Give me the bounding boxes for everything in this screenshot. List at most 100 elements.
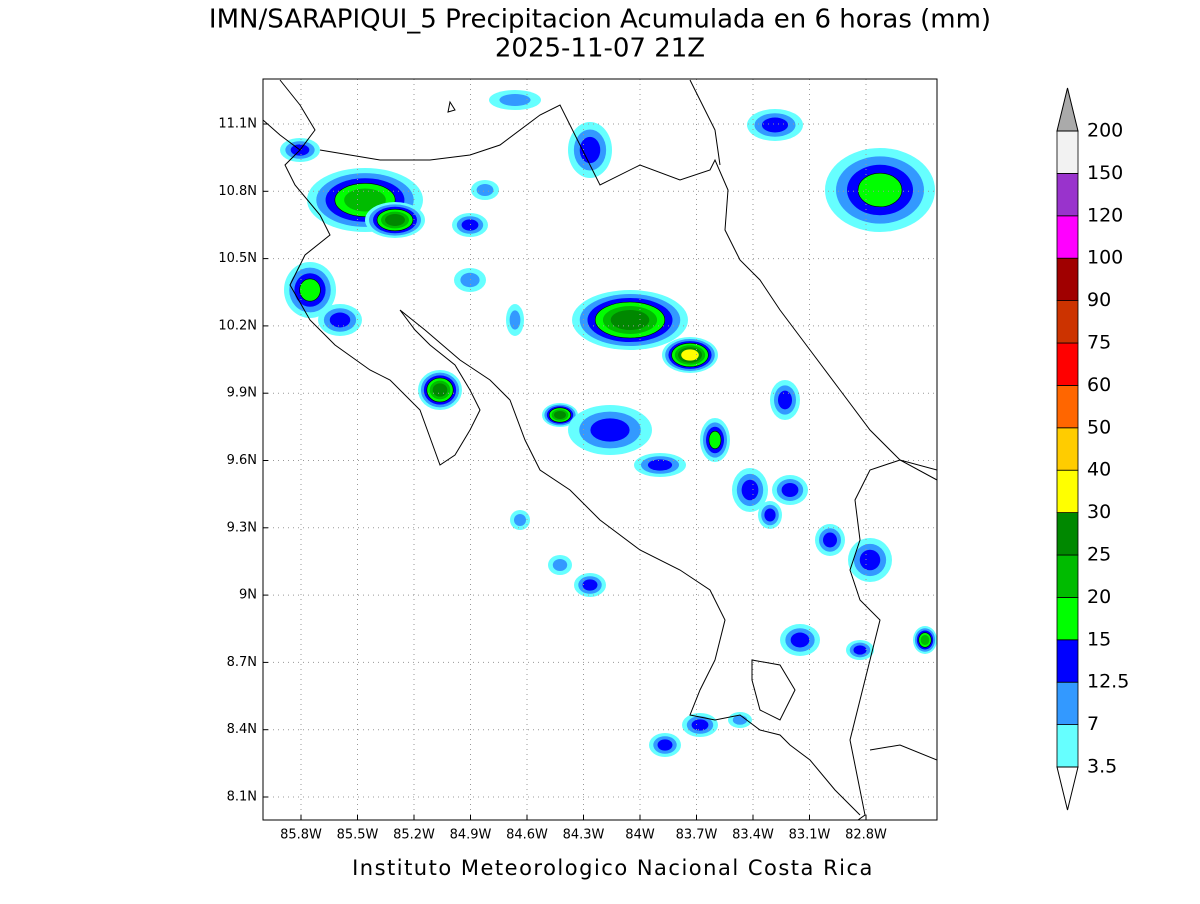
colorbar-segment	[1056, 469, 1079, 514]
colorbar-label: 20	[1087, 586, 1111, 608]
precip-area	[790, 632, 810, 648]
grid: 85.8W 85.5W 85.2W 84.9W 84.6W 84.3W 84W 83.7W 83…	[218, 79, 937, 843]
colorbar-segment	[1056, 215, 1079, 259]
precip-area	[610, 310, 650, 330]
coastline	[751, 659, 796, 721]
precip-area	[761, 117, 789, 133]
x-tick-label: 83.4W	[732, 828, 774, 843]
precip-area	[691, 719, 709, 731]
y-tick-label: 11.1N	[218, 117, 257, 132]
colorbar-segment	[1056, 427, 1079, 471]
y-tick-label: 10.5N	[218, 251, 257, 266]
title: IMN/SARAPIQUI_5 Precipitacion Acumulada …	[209, 5, 991, 35]
precip-area	[781, 483, 799, 497]
x-tick-label: 83.7W	[676, 828, 718, 843]
map-frame	[262, 78, 938, 821]
colorbar-segment	[1056, 724, 1079, 768]
x-tick-label: 84.9W	[450, 828, 492, 843]
coastline	[869, 744, 937, 761]
colorbar-segment	[1056, 172, 1079, 217]
colorbar-label: 100	[1087, 247, 1123, 269]
precip-area	[432, 383, 448, 397]
colorbar-label: 150	[1087, 162, 1123, 184]
colorbar-segment	[1056, 342, 1079, 386]
precip-area	[823, 532, 837, 548]
precip-area	[552, 559, 568, 571]
colorbar-segment	[1056, 130, 1079, 174]
precip-area	[590, 418, 630, 442]
colorbar-label: 200	[1087, 120, 1123, 142]
x-tick-label: 85.5W	[337, 828, 379, 843]
precip-area	[476, 184, 494, 196]
y-tick-label: 8.1N	[227, 790, 257, 805]
colorbar-segment	[1056, 512, 1079, 556]
precipitation-field	[280, 90, 937, 757]
precip-area	[509, 310, 521, 330]
colorbar-label: 40	[1087, 459, 1111, 481]
colorbar-label: 25	[1087, 544, 1111, 566]
precip-area	[741, 479, 759, 501]
precip-area	[461, 219, 479, 231]
border	[849, 459, 937, 820]
colorbar-label: 60	[1087, 374, 1111, 396]
colorbar-label: 50	[1087, 416, 1111, 438]
colorbar-segment	[1056, 384, 1079, 429]
colorbar-segment	[1056, 639, 1079, 683]
precip-area	[299, 278, 321, 302]
precip-area	[778, 390, 792, 410]
x-tick-label: 83.1W	[789, 828, 831, 843]
border	[689, 79, 721, 166]
x-tick-label: 84.6W	[506, 828, 548, 843]
lake	[447, 100, 456, 113]
colorbar-segment	[1056, 257, 1079, 302]
precip-area	[582, 579, 598, 591]
precip-area	[554, 411, 566, 419]
precip-area	[708, 430, 722, 450]
x-tick-label: 85.8W	[280, 828, 322, 843]
x-tick-label: 85.2W	[393, 828, 435, 843]
colorbar-under	[1056, 766, 1079, 811]
colorbar-label: 90	[1087, 289, 1111, 311]
colorbar-segment	[1056, 597, 1079, 641]
precip-area	[579, 136, 601, 164]
colorbar-label: 30	[1087, 501, 1111, 523]
precip-area	[732, 715, 748, 725]
footer: Instituto Meteorologico Nacional Costa R…	[352, 856, 874, 880]
colorbar-label: 3.5	[1087, 756, 1117, 778]
coastline	[279, 79, 861, 816]
colorbar: 3.5 7 12.5 15 20 25 30 40 50 60 75 90 100 120 150 200	[1056, 87, 1129, 811]
colorbar-segment	[1056, 300, 1079, 344]
colorbar-label: 15	[1087, 628, 1111, 650]
y-tick-label: 8.7N	[227, 655, 257, 670]
y-tick-label: 8.4N	[227, 722, 257, 737]
y-tick-label: 9.9N	[227, 386, 257, 401]
border	[319, 104, 937, 481]
coastlines	[263, 79, 937, 820]
colorbar-over	[1056, 87, 1079, 132]
colorbar-label: 7	[1087, 713, 1099, 735]
colorbar-segment	[1056, 681, 1079, 726]
precip-area	[920, 634, 930, 646]
y-tick-label: 9.6N	[227, 453, 257, 468]
precip-area	[499, 94, 531, 106]
precip-area	[385, 214, 405, 226]
x-tick-label: 84W	[625, 828, 655, 843]
precip-area	[857, 172, 903, 208]
coastline	[263, 119, 301, 151]
precip-area	[329, 312, 351, 328]
precip-area	[647, 459, 673, 471]
x-tick-label: 84.3W	[563, 828, 605, 843]
precip-area	[853, 645, 867, 655]
y-tick-label: 10.2N	[218, 318, 257, 333]
y-tick-label: 9N	[239, 588, 257, 603]
y-tick-label: 9.3N	[227, 520, 257, 535]
precip-area	[657, 739, 673, 751]
precip-area	[859, 549, 881, 571]
x-tick-label: 82.8W	[845, 828, 887, 843]
y-tick-label: 10.8N	[218, 184, 257, 199]
precip-area	[681, 349, 699, 361]
precip-area	[344, 188, 386, 212]
colorbar-label: 120	[1087, 204, 1123, 226]
precip-area	[764, 508, 776, 522]
